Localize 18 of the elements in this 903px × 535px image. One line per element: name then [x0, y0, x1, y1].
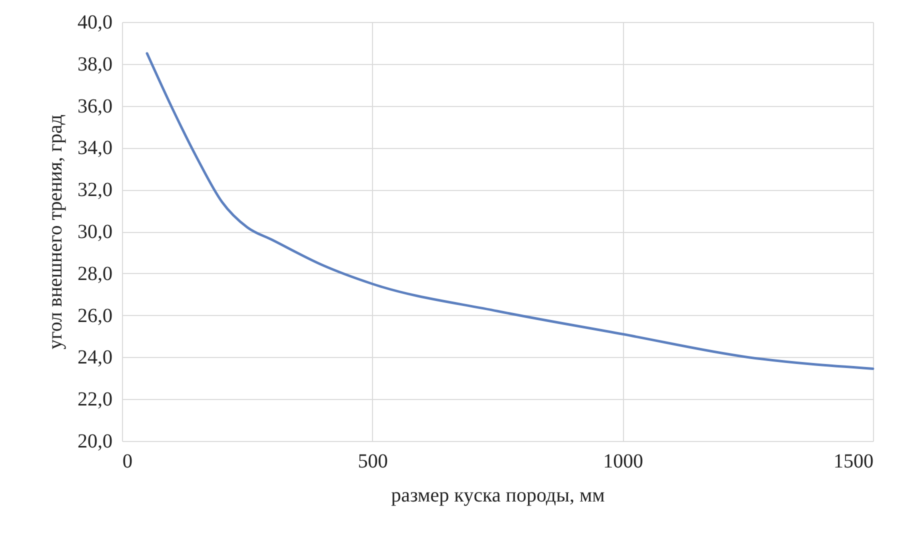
x-tick-label: 1000	[603, 450, 644, 472]
y-tick-label: 22,0	[78, 388, 112, 411]
x-axis-title: размер куска породы, мм	[391, 484, 606, 506]
x-tick-label: 1500	[834, 450, 874, 472]
y-tick-label: 28,0	[78, 262, 112, 285]
y-tick-label: 26,0	[78, 304, 112, 327]
x-tick-label: 500	[358, 450, 388, 472]
y-tick-label: 20,0	[78, 430, 112, 452]
x-tick-label: 0	[122, 450, 132, 472]
y-tick-label: 40,0	[78, 12, 112, 34]
y-tick-label: 24,0	[78, 346, 112, 369]
y-tick-label: 30,0	[78, 221, 112, 243]
y-axis-title: угол внешнего трения, град	[44, 114, 66, 350]
y-tick-label: 34,0	[78, 137, 112, 160]
y-tick-label: 38,0	[78, 53, 112, 76]
y-tick-label: 32,0	[78, 179, 112, 202]
y-tick-label: 36,0	[78, 95, 112, 118]
line-series	[146, 52, 874, 370]
